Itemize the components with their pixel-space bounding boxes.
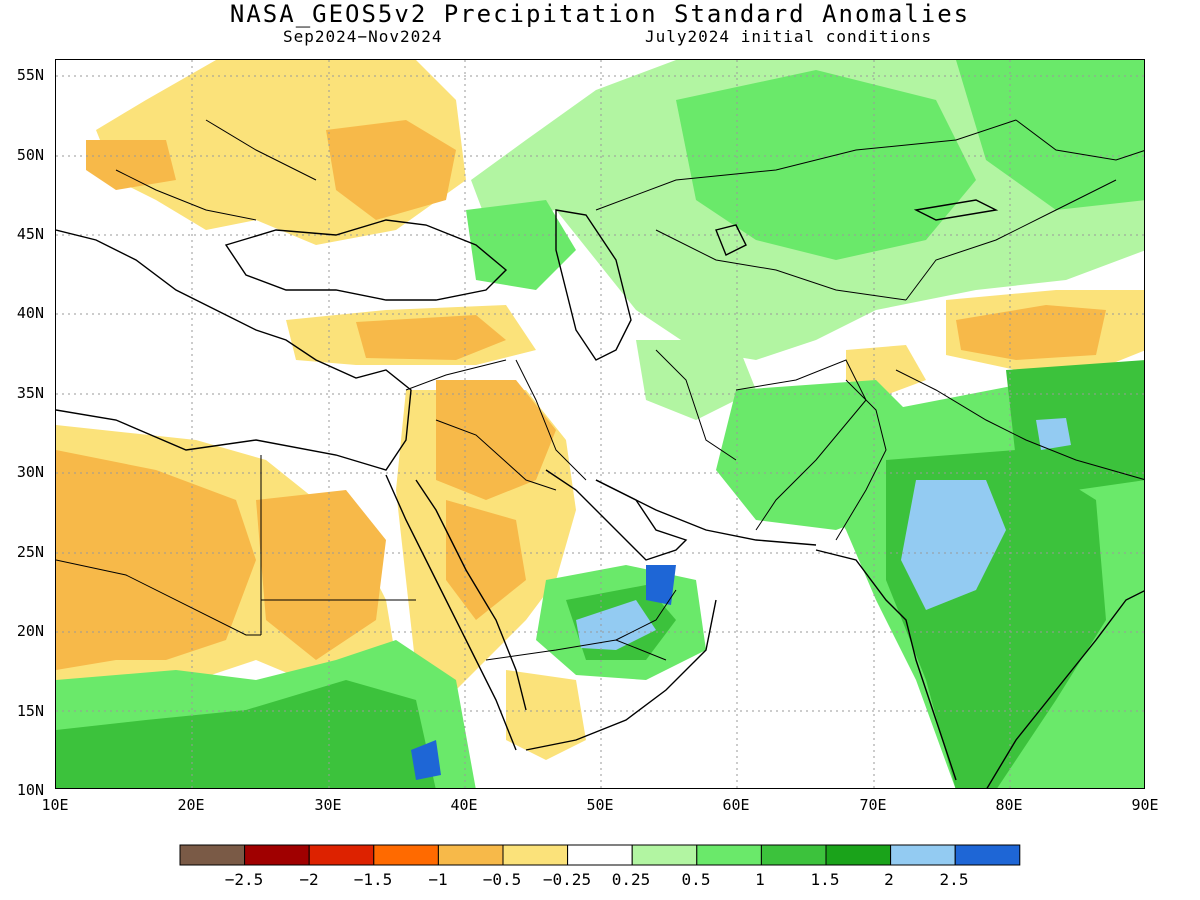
wet-anomaly-tibet-blue <box>1036 418 1071 450</box>
border-india-nepal-china <box>895 369 1144 480</box>
colorbar-swatch <box>890 844 956 866</box>
colorbar-label: 1.5 <box>810 870 840 889</box>
dry-anomaly-turkey-core <box>356 315 506 360</box>
border-europe-b <box>205 119 317 181</box>
colorbar-swatch <box>179 844 246 866</box>
lon-label-30e: 30E <box>314 796 342 814</box>
colorbar-swatch <box>308 844 375 866</box>
balkhash-lake <box>913 199 999 221</box>
colorbar-label: −2.5 <box>224 870 264 889</box>
red-sea-coast <box>385 474 517 751</box>
persian-gulf-coast <box>545 469 688 561</box>
wet-anomaly-gujarat-blue <box>901 480 1006 610</box>
dry-anomaly-balkans <box>86 140 176 190</box>
border-iran-afghanistan <box>655 349 737 461</box>
lon-label-90e: 90E <box>1131 796 1159 814</box>
red-sea-coast-east <box>415 479 527 711</box>
dry-anomaly-tibet-core <box>956 305 1106 360</box>
wet-anomaly-sahel-core <box>56 680 436 788</box>
colorbar-swatch <box>244 844 310 866</box>
lat-label-55n: 55N <box>16 66 44 84</box>
border-saudi-yemen <box>485 639 667 661</box>
lon-label-70e: 70E <box>859 796 887 814</box>
anomaly-map[interactable] <box>55 59 1145 789</box>
lon-label-10e: 10E <box>41 796 69 814</box>
wet-anomaly-siberia <box>956 60 1144 210</box>
colorbar-label: 0.5 <box>681 870 711 889</box>
colorbar-label: 2 <box>884 870 894 889</box>
colorbar-label: −1.5 <box>353 870 393 889</box>
colorbar-swatch <box>631 844 698 866</box>
wet-anomaly-caucasus <box>466 200 576 290</box>
colorbar-label: −0.5 <box>482 870 522 889</box>
colorbar-label: −2 <box>299 870 319 889</box>
border-libya-chad <box>56 559 261 636</box>
colorbar <box>179 844 1021 866</box>
political-borders <box>56 119 1144 661</box>
mediterranean-coast <box>56 229 412 471</box>
border-kazakhstan-south <box>655 229 907 301</box>
lat-label-30n: 30N <box>16 463 44 481</box>
colorbar-label: −1 <box>428 870 448 889</box>
border-kazakhstan-russia <box>595 119 1017 211</box>
colorbar-swatch <box>696 844 762 866</box>
lon-label-20e: 20E <box>177 796 205 814</box>
arabia-south-coast <box>525 599 717 751</box>
border-oman <box>615 589 677 641</box>
dry-anomaly-saudi <box>446 500 526 620</box>
anomaly-map-canvas <box>56 60 1144 788</box>
border-iran-iraq <box>515 359 587 481</box>
lat-label-35n: 35N <box>16 384 44 402</box>
dry-anomaly-yemen <box>506 670 586 760</box>
colorbar-swatch <box>567 844 633 866</box>
border-mongolia <box>1015 119 1144 161</box>
caspian-coast <box>555 209 632 361</box>
map-title: NASA_GEOS5v2 Precipitation Standard Anom… <box>229 0 971 28</box>
india-west-coast <box>815 549 957 781</box>
iran-coast <box>595 479 817 546</box>
colorbar-label: −0.25 <box>542 870 592 889</box>
border-turkey-syria <box>405 359 507 391</box>
colorbar-swatch <box>373 844 439 866</box>
wet-anomaly-oman-blue <box>576 600 656 650</box>
border-china-west <box>905 179 1117 301</box>
forecast-period: Sep2024−Nov2024 <box>283 27 443 46</box>
dry-anomaly-ukraine <box>326 120 456 220</box>
lat-label-45n: 45N <box>16 225 44 243</box>
dry-anomaly-iraq <box>436 380 556 500</box>
wet-anomaly-oman-max <box>646 565 676 605</box>
lon-label-80e: 80E <box>995 796 1023 814</box>
border-iraq-saudi <box>435 419 557 491</box>
lon-label-50e: 50E <box>586 796 614 814</box>
coastlines <box>56 199 1144 788</box>
graticule <box>56 60 1144 788</box>
colorbar-label: 1 <box>755 870 765 889</box>
border-europe-a <box>115 169 257 221</box>
wet-anomaly-ethiopia-blue <box>411 740 441 780</box>
lat-label-20n: 20N <box>16 622 44 640</box>
wet-anomaly-himalaya <box>1006 360 1144 490</box>
lat-label-15n: 15N <box>16 702 44 720</box>
lon-label-60e: 60E <box>722 796 750 814</box>
black-sea-coast <box>224 219 508 301</box>
colorbar-swatch <box>825 844 892 866</box>
india-east-coast <box>986 590 1144 788</box>
colorbar-swatch <box>760 844 827 866</box>
border-pakistan-india <box>835 379 887 541</box>
colorbar-label: 2.5 <box>939 870 969 889</box>
lon-label-40e: 40E <box>450 796 478 814</box>
wet-anomaly-kazakhstan <box>676 70 976 260</box>
colorbar-label: 0.25 <box>611 870 651 889</box>
colorbar-swatch <box>954 844 1021 866</box>
colorbar-swatch <box>502 844 569 866</box>
lat-label-25n: 25N <box>16 543 44 561</box>
initial-conditions: July2024 initial conditions <box>645 27 933 46</box>
lat-label-40n: 40N <box>16 304 44 322</box>
anomaly-shading <box>56 60 1144 788</box>
lat-label-10n: 10N <box>16 781 44 799</box>
colorbar-swatch <box>437 844 504 866</box>
aral-sea <box>715 224 747 256</box>
dry-anomaly-egypt <box>256 490 386 660</box>
lat-label-50n: 50N <box>16 146 44 164</box>
